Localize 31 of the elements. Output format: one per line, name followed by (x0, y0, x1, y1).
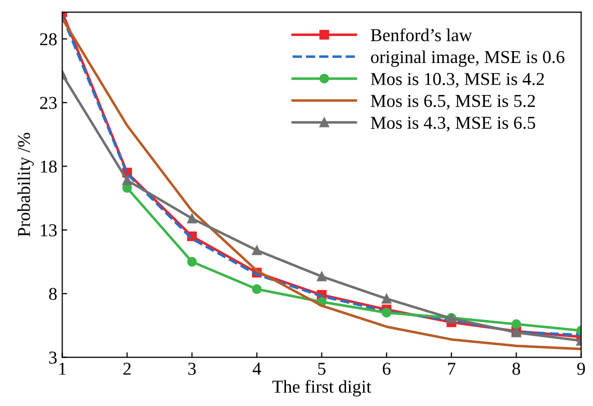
x-tick-label: 6 (382, 362, 391, 375)
x-tick-label: 4 (252, 362, 262, 375)
point (252, 245, 262, 256)
x-tick-label: 2 (123, 362, 131, 375)
point (316, 272, 327, 282)
legend-label: Benford’s law (370, 28, 472, 42)
point (511, 319, 522, 330)
x-tick-label: 9 (577, 362, 585, 375)
y-tick-label: 28 (40, 33, 57, 46)
x-tick-label: 7 (448, 362, 456, 375)
y-tick-label: 8 (49, 288, 57, 300)
legend-label: original image, MSE is 0.6 (370, 50, 564, 67)
point (187, 256, 197, 267)
point (382, 294, 392, 304)
x-axis-title: The first digit (272, 380, 372, 397)
x-tick-label: 8 (512, 362, 520, 375)
legend-label: Mos is 10.3, MSE is 4.2 (370, 72, 544, 88)
point (252, 284, 262, 294)
legend-label: Mos is 4.3, MSE is 6.5 (370, 116, 536, 132)
y-tick-label: 13 (40, 224, 57, 236)
x-tick-label: 1 (59, 362, 66, 375)
point (187, 214, 197, 224)
y-tick-label: 18 (40, 160, 57, 173)
y-tick-label: 23 (40, 96, 57, 110)
point (382, 308, 392, 318)
x-tick-label: 3 (188, 362, 196, 375)
x-tick-label: 5 (318, 362, 326, 375)
point (122, 175, 132, 186)
y-tick-label: 3 (49, 352, 57, 364)
legend-label: Mos is 6.5, MSE is 5.2 (370, 94, 535, 110)
y-axis-title: Probability /% (17, 132, 34, 237)
